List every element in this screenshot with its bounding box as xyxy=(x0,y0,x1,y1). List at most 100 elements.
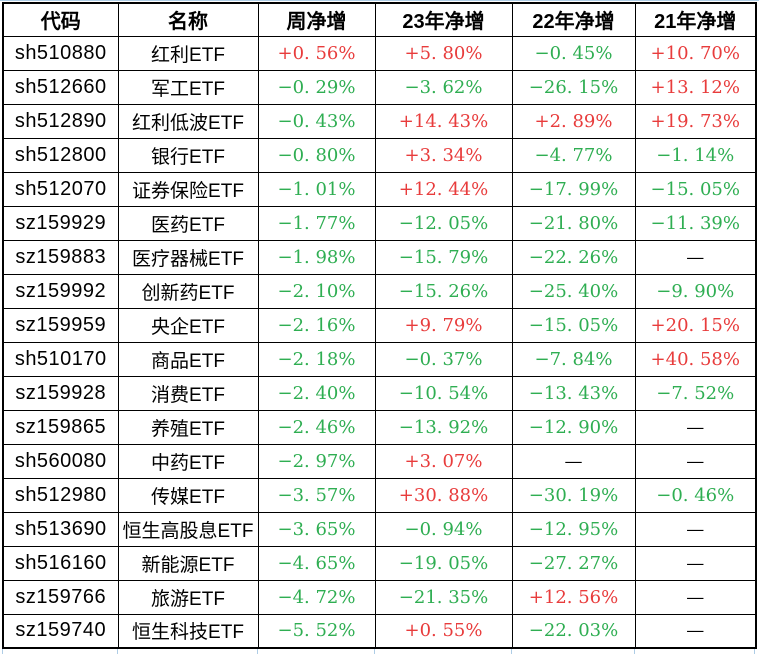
cell-name[interactable]: 创新药ETF xyxy=(117,273,259,309)
cell-code[interactable]: sz159740 xyxy=(2,613,119,649)
cell-code[interactable]: sz159865 xyxy=(2,409,119,445)
cell-2023-change[interactable]: −19. 05% xyxy=(374,545,513,581)
cell-week-change[interactable]: −1. 01% xyxy=(257,171,376,207)
cell-name[interactable]: 养殖ETF xyxy=(117,409,259,445)
cell-2022-change[interactable]: −26. 15% xyxy=(511,69,636,105)
cell-2023-change[interactable]: −15. 26% xyxy=(374,273,513,309)
cell-2021-change[interactable]: — xyxy=(634,239,757,275)
cell-week-change[interactable]: +0. 56% xyxy=(257,35,376,71)
cell-name[interactable]: 恒生高股息ETF xyxy=(117,511,259,547)
cell-2022-change[interactable]: −0. 45% xyxy=(511,35,636,71)
cell-2022-change[interactable]: −22. 03% xyxy=(511,613,636,649)
cell-2022-change[interactable]: −21. 80% xyxy=(511,205,636,241)
cell-2023-change[interactable]: −10. 54% xyxy=(374,375,513,411)
header-2022-change[interactable]: 22年净增 xyxy=(511,2,636,37)
cell-2022-change[interactable]: −27. 27% xyxy=(511,545,636,581)
cell-name[interactable]: 银行ETF xyxy=(117,137,259,173)
cell-week-change[interactable]: −2. 10% xyxy=(257,273,376,309)
cell-2022-change[interactable]: −30. 19% xyxy=(511,477,636,513)
cell-week-change[interactable]: −1. 77% xyxy=(257,205,376,241)
cell-2023-change[interactable]: −15. 79% xyxy=(374,239,513,275)
cell-code[interactable]: sz159928 xyxy=(2,375,119,411)
cell-2022-change[interactable]: −12. 95% xyxy=(511,511,636,547)
cell-2023-change[interactable]: −21. 35% xyxy=(374,579,513,615)
cell-2022-change[interactable]: +2. 89% xyxy=(511,103,636,139)
cell-2023-change[interactable]: +3. 07% xyxy=(374,443,513,479)
cell-code[interactable]: sh510880 xyxy=(2,35,119,71)
cell-2022-change[interactable]: −17. 99% xyxy=(511,171,636,207)
cell-week-change[interactable]: −2. 16% xyxy=(257,307,376,343)
cell-2023-change[interactable]: −3. 62% xyxy=(374,69,513,105)
cell-week-change[interactable]: −0. 29% xyxy=(257,69,376,105)
cell-code[interactable]: sz159929 xyxy=(2,205,119,241)
cell-week-change[interactable]: −2. 46% xyxy=(257,409,376,445)
cell-2022-change[interactable]: −22. 26% xyxy=(511,239,636,275)
cell-2021-change[interactable]: +19. 73% xyxy=(634,103,757,139)
cell-2022-change[interactable]: −15. 05% xyxy=(511,307,636,343)
cell-code[interactable]: sh512660 xyxy=(2,69,119,105)
cell-2023-change[interactable]: +0. 55% xyxy=(374,613,513,649)
cell-name[interactable]: 红利低波ETF xyxy=(117,103,259,139)
cell-2023-change[interactable]: +30. 88% xyxy=(374,477,513,513)
cell-code[interactable]: sh513690 xyxy=(2,511,119,547)
cell-2021-change[interactable]: — xyxy=(634,579,757,615)
cell-week-change[interactable]: −2. 97% xyxy=(257,443,376,479)
header-2023-change[interactable]: 23年净增 xyxy=(374,2,513,37)
cell-code[interactable]: sz159766 xyxy=(2,579,119,615)
cell-2021-change[interactable]: −1. 14% xyxy=(634,137,757,173)
cell-2022-change[interactable]: — xyxy=(511,443,636,479)
cell-name[interactable]: 证券保险ETF xyxy=(117,171,259,207)
cell-2021-change[interactable]: −7. 52% xyxy=(634,375,757,411)
cell-week-change[interactable]: −4. 72% xyxy=(257,579,376,615)
cell-2023-change[interactable]: −13. 92% xyxy=(374,409,513,445)
cell-name[interactable]: 央企ETF xyxy=(117,307,259,343)
cell-name[interactable]: 医药ETF xyxy=(117,205,259,241)
cell-code[interactable]: sz159883 xyxy=(2,239,119,275)
cell-code[interactable]: sh512890 xyxy=(2,103,119,139)
cell-2023-change[interactable]: +14. 43% xyxy=(374,103,513,139)
cell-name[interactable]: 红利ETF xyxy=(117,35,259,71)
cell-code[interactable]: sz159992 xyxy=(2,273,119,309)
cell-name[interactable]: 商品ETF xyxy=(117,341,259,377)
cell-2021-change[interactable]: −9. 90% xyxy=(634,273,757,309)
cell-2022-change[interactable]: −4. 77% xyxy=(511,137,636,173)
cell-code[interactable]: sz159959 xyxy=(2,307,119,343)
cell-2023-change[interactable]: −0. 37% xyxy=(374,341,513,377)
header-2021-change[interactable]: 21年净增 xyxy=(634,2,757,37)
cell-2021-change[interactable]: +10. 70% xyxy=(634,35,757,71)
cell-2023-change[interactable]: −12. 05% xyxy=(374,205,513,241)
cell-2021-change[interactable]: — xyxy=(634,613,757,649)
cell-2023-change[interactable]: +5. 80% xyxy=(374,35,513,71)
cell-2021-change[interactable]: — xyxy=(634,511,757,547)
cell-2023-change[interactable]: +12. 44% xyxy=(374,171,513,207)
cell-2021-change[interactable]: −0. 46% xyxy=(634,477,757,513)
cell-name[interactable]: 新能源ETF xyxy=(117,545,259,581)
cell-week-change[interactable]: −4. 65% xyxy=(257,545,376,581)
cell-code[interactable]: sh510170 xyxy=(2,341,119,377)
cell-2021-change[interactable]: −15. 05% xyxy=(634,171,757,207)
cell-2021-change[interactable]: — xyxy=(634,443,757,479)
cell-2022-change[interactable]: +12. 56% xyxy=(511,579,636,615)
cell-name[interactable]: 医疗器械ETF xyxy=(117,239,259,275)
cell-2021-change[interactable]: +20. 15% xyxy=(634,307,757,343)
cell-2023-change[interactable]: +3. 34% xyxy=(374,137,513,173)
cell-2021-change[interactable]: +13. 12% xyxy=(634,69,757,105)
cell-name[interactable]: 中药ETF xyxy=(117,443,259,479)
cell-name[interactable]: 旅游ETF xyxy=(117,579,259,615)
cell-2022-change[interactable]: −7. 84% xyxy=(511,341,636,377)
header-code[interactable]: 代码 xyxy=(2,2,119,37)
cell-code[interactable]: sh516160 xyxy=(2,545,119,581)
cell-2021-change[interactable]: +40. 58% xyxy=(634,341,757,377)
cell-name[interactable]: 传媒ETF xyxy=(117,477,259,513)
cell-week-change[interactable]: −0. 80% xyxy=(257,137,376,173)
cell-code[interactable]: sh512070 xyxy=(2,171,119,207)
cell-name[interactable]: 军工ETF xyxy=(117,69,259,105)
cell-code[interactable]: sh512980 xyxy=(2,477,119,513)
cell-week-change[interactable]: −3. 65% xyxy=(257,511,376,547)
cell-name[interactable]: 消费ETF xyxy=(117,375,259,411)
cell-2023-change[interactable]: −0. 94% xyxy=(374,511,513,547)
cell-week-change[interactable]: −2. 18% xyxy=(257,341,376,377)
cell-code[interactable]: sh560080 xyxy=(2,443,119,479)
cell-2021-change[interactable]: −11. 39% xyxy=(634,205,757,241)
header-week-change[interactable]: 周净增 xyxy=(257,2,376,37)
